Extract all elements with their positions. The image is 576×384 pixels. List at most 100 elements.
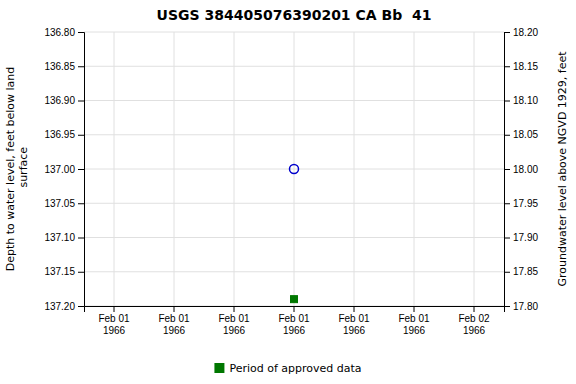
tick-label: 18.20	[513, 27, 538, 38]
point	[291, 296, 298, 303]
tick-label: 17.80	[513, 301, 538, 312]
text-line: 1966	[283, 325, 306, 336]
text-line: 1966	[163, 325, 186, 336]
title: USGS 384405076390201 CA Bb 41	[157, 7, 432, 23]
tick-mark	[504, 272, 510, 273]
tick-mark	[78, 66, 84, 67]
text-line: 1966	[223, 325, 246, 336]
text-line: surface	[17, 147, 30, 191]
y2-axis: 18.20 18.15 18.10 18.05 18.00 17.95 17.90 17.85…	[504, 27, 538, 312]
tick: 137.20	[44, 301, 84, 312]
tick-mark	[504, 101, 510, 102]
grid-line	[474, 32, 475, 306]
tick-label: 136.95	[44, 129, 75, 140]
plot: Feb 011966Feb 011966Feb 011966Feb 011966…	[4, 27, 569, 336]
tick-label: 18.15	[513, 61, 538, 72]
text-line: Feb 01	[218, 313, 250, 324]
axis-title: Groundwater level above NGVD 1929, feet	[556, 51, 569, 287]
text-line: 1966	[343, 325, 366, 336]
legend-label: Period of approved data	[229, 362, 361, 375]
tick: Feb 011966	[278, 306, 310, 336]
grid-line	[174, 32, 175, 306]
tick-label: 137.05	[44, 198, 75, 209]
tick: 18.15	[504, 61, 538, 72]
tick: 137.00	[44, 164, 84, 175]
tick-label: Feb 011966	[98, 313, 130, 336]
tick-mark	[78, 272, 84, 273]
y-axis: 136.80 136.85 136.90 136.95 137.00 137.05 137.…	[44, 27, 84, 312]
tick-label: 136.90	[44, 95, 75, 106]
tick: 137.05	[44, 198, 84, 209]
tick-label: 136.85	[44, 61, 75, 72]
tick-mark	[78, 101, 84, 102]
text-line: Feb 02	[458, 313, 490, 324]
marks	[290, 165, 299, 303]
text-line: 1966	[463, 325, 486, 336]
tick-label: Feb 011966	[278, 313, 310, 336]
x-axis: Feb 011966Feb 011966Feb 011966Feb 011966…	[85, 306, 505, 336]
tick-label: 18.10	[513, 95, 538, 106]
tick: 18.05	[504, 129, 538, 140]
tick-mark	[78, 306, 84, 307]
tick: 136.95	[44, 129, 84, 140]
tick-mark	[234, 306, 235, 312]
text-line: Feb 01	[278, 313, 310, 324]
tick-mark	[78, 169, 84, 170]
tick-label: Feb 011966	[398, 313, 430, 336]
tick: Feb 011966	[98, 306, 130, 336]
tick: 17.95	[504, 198, 538, 209]
tick: Feb 011966	[338, 306, 370, 336]
tick-mark	[504, 238, 510, 239]
tick-label: Feb 011966	[158, 313, 190, 336]
tick-label: 17.90	[513, 232, 538, 243]
tick-label: 18.05	[513, 129, 538, 140]
tick-label: 137.10	[44, 232, 75, 243]
tick-mark	[504, 32, 510, 33]
tick: Feb 011966	[398, 306, 430, 336]
tick: 136.90	[44, 95, 84, 106]
text-line: 1966	[403, 325, 426, 336]
tick-mark	[78, 203, 84, 204]
tick-label: 137.15	[44, 266, 75, 277]
grid	[84, 32, 504, 306]
tick-mark	[504, 135, 510, 136]
tick-mark	[474, 306, 475, 312]
tick: 137.15	[44, 266, 84, 277]
chart: Feb 011966Feb 011966Feb 011966Feb 011966…	[0, 0, 576, 384]
text-line: Feb 01	[98, 313, 130, 324]
axis-title: Depth to water level, feet below land su…	[4, 67, 30, 272]
tick-mark	[504, 306, 510, 307]
tick: 136.85	[44, 61, 84, 72]
axis-line	[85, 307, 505, 313]
tick: 136.80	[44, 27, 84, 38]
tick-label: Feb 011966	[218, 313, 250, 336]
text-line: Depth to water level, feet below land	[4, 67, 17, 272]
grid-line	[114, 32, 115, 306]
tick-label: Feb 021966	[458, 313, 490, 336]
text-line: Feb 01	[398, 313, 430, 324]
text-line: 1966	[103, 325, 126, 336]
tick: 18.20	[504, 27, 538, 38]
tick-mark	[78, 32, 84, 33]
tick-label: 17.85	[513, 266, 538, 277]
tick: 137.10	[44, 232, 84, 243]
tick-label: 137.00	[44, 164, 75, 175]
tick: Feb 011966	[218, 306, 250, 336]
tick-label: 17.95	[513, 198, 538, 209]
tick: Feb 011966	[158, 306, 190, 336]
tick-mark	[354, 306, 355, 312]
tick-mark	[78, 238, 84, 239]
tick-label: 137.20	[44, 301, 75, 312]
tick: 17.85	[504, 266, 538, 277]
tick: 18.10	[504, 95, 538, 106]
legend-swatch	[214, 363, 224, 373]
tick: 18.00	[504, 164, 538, 175]
text-line: Feb 01	[338, 313, 370, 324]
tick-label: Feb 011966	[338, 313, 370, 336]
tick: 17.80	[504, 301, 538, 312]
text-line: Feb 01	[158, 313, 190, 324]
grid-line	[354, 32, 355, 306]
tick: 17.90	[504, 232, 538, 243]
tick-mark	[174, 306, 175, 312]
point	[290, 165, 299, 174]
